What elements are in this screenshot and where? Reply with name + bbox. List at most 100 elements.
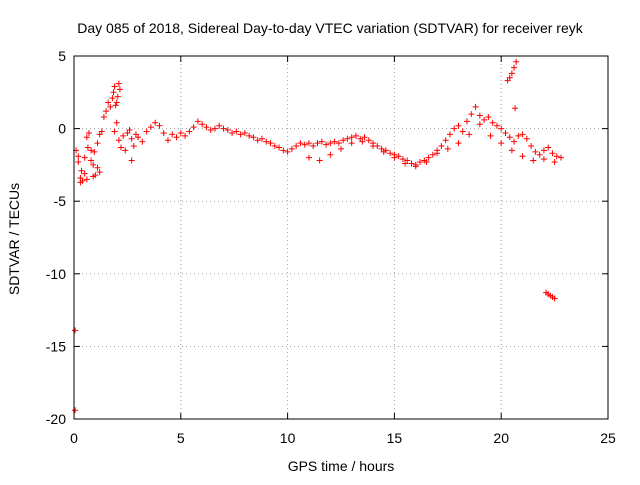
grid (74, 56, 608, 419)
data-point (216, 122, 223, 129)
data-point (207, 127, 214, 134)
x-tick-label: 20 (493, 430, 509, 446)
data-point (476, 112, 483, 119)
data-point (511, 64, 518, 71)
data-point (511, 138, 518, 145)
data-point (139, 138, 146, 145)
data-point (395, 153, 402, 160)
data-point (340, 137, 347, 144)
data-point (169, 131, 176, 138)
data-point (476, 121, 483, 128)
data-point (446, 131, 453, 138)
data-point (352, 132, 359, 139)
x-tick-label: 5 (177, 430, 185, 446)
data-point (72, 327, 79, 334)
data-point (553, 153, 560, 160)
data-point (229, 129, 236, 136)
data-point (72, 407, 79, 414)
data-point (297, 140, 304, 147)
x-tick-label: 0 (70, 430, 78, 446)
data-point (530, 157, 537, 164)
data-point (327, 151, 334, 158)
data-point (85, 129, 92, 136)
data-point (399, 156, 406, 163)
data-point (88, 157, 95, 164)
data-point (182, 132, 189, 139)
data-point (348, 134, 355, 141)
data-point (254, 137, 261, 144)
data-point (220, 125, 227, 132)
data-point (391, 154, 398, 161)
data-point (513, 58, 520, 65)
data-point (75, 153, 82, 160)
data-point (365, 137, 372, 144)
y-tick-label: -10 (46, 266, 66, 282)
data-point (331, 138, 338, 145)
data-point (117, 144, 124, 151)
data-point (425, 154, 432, 161)
data-point (498, 125, 505, 132)
data-point (250, 134, 257, 141)
y-tick-label: -20 (46, 411, 66, 427)
data-point (211, 125, 218, 132)
data-point (120, 132, 127, 139)
data-point (135, 134, 142, 141)
data-point (335, 140, 342, 147)
data-point (429, 151, 436, 158)
data-point (361, 134, 368, 141)
data-point (164, 137, 171, 144)
data-point (485, 113, 492, 120)
data-point (380, 148, 387, 155)
data-point (455, 122, 462, 129)
data-point (459, 128, 466, 135)
data-point (301, 141, 308, 148)
data-point (271, 143, 278, 150)
y-axis-ticks: 5 0 -5 -10 -15 -20 (46, 48, 608, 427)
data-point (305, 140, 312, 147)
data-point (267, 140, 274, 147)
data-point (128, 135, 135, 142)
data-point (91, 148, 98, 155)
data-point (115, 80, 122, 87)
data-point (348, 140, 355, 147)
data-point (115, 137, 122, 144)
data-point (113, 99, 120, 106)
x-tick-label: 15 (387, 430, 403, 446)
data-point (545, 144, 552, 151)
data-point (558, 154, 565, 161)
data-point (280, 147, 287, 154)
data-point (481, 116, 488, 123)
data-point (109, 95, 116, 102)
data-point (551, 295, 558, 302)
data-point (126, 127, 133, 134)
data-point (489, 119, 496, 126)
data-point (316, 157, 323, 164)
data-point (506, 134, 513, 141)
data-point (152, 119, 159, 126)
data-point (323, 141, 330, 148)
data-point (241, 129, 248, 136)
data-point (536, 151, 543, 158)
data-point (506, 74, 513, 81)
data-point (508, 147, 515, 154)
data-point (83, 176, 90, 183)
y-tick-label: -15 (46, 338, 66, 354)
data-point (98, 128, 105, 135)
data-point (194, 118, 201, 125)
data-point (112, 102, 119, 109)
x-tick-label: 25 (600, 430, 616, 446)
data-point (532, 148, 539, 155)
data-point (338, 145, 344, 152)
data-point (263, 138, 270, 145)
data-point (515, 132, 522, 139)
data-series (72, 58, 565, 414)
data-point (110, 89, 117, 96)
data-point (246, 132, 253, 139)
data-point (508, 70, 515, 77)
data-point (276, 144, 283, 151)
data-point (314, 140, 321, 147)
data-point (237, 131, 244, 138)
data-point (94, 164, 101, 171)
data-point (472, 103, 479, 110)
